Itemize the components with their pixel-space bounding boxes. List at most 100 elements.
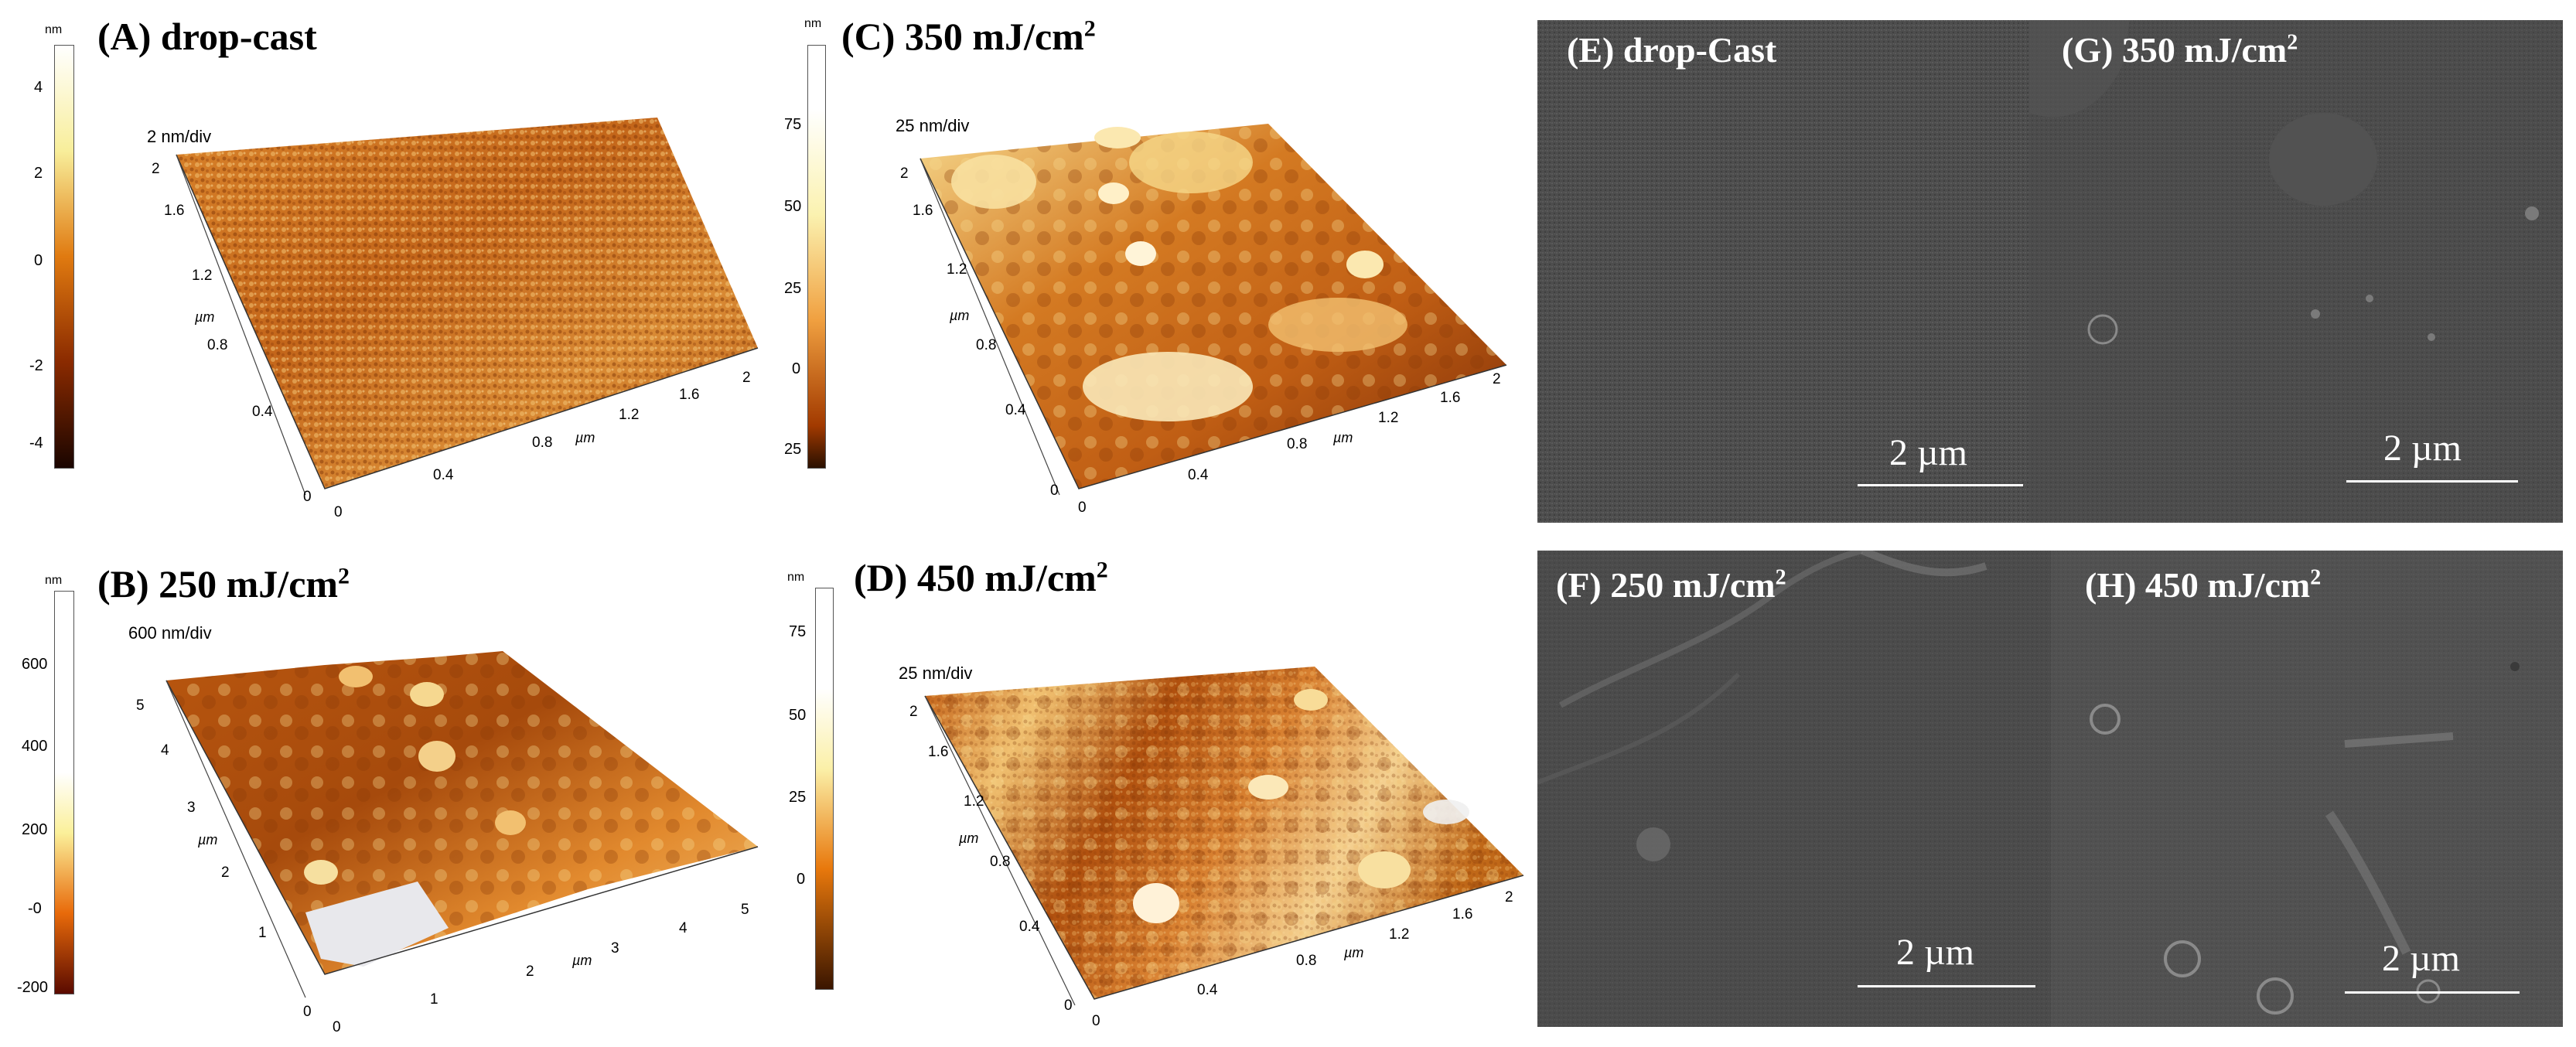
colorbar-tick: 75 — [789, 623, 807, 640]
z-scale-label: 25 nm/div — [896, 116, 970, 135]
y-axis-unit: µm — [959, 830, 979, 846]
x-tick: 0 — [1092, 1013, 1100, 1029]
colorbar — [815, 588, 834, 990]
y-tick: 1.2 — [964, 793, 984, 810]
y-tick: 0.8 — [976, 337, 997, 353]
x-tick: 1.6 — [1452, 906, 1473, 923]
colorbar-unit: nm — [45, 23, 63, 36]
x-tick: 5 — [741, 902, 749, 918]
colorbar-unit: nm — [804, 17, 822, 30]
y-tick: 4 — [161, 742, 169, 759]
scale-bar — [1858, 484, 2023, 486]
colorbar-tick: 25 — [784, 441, 802, 458]
y-tick: 1.6 — [913, 203, 933, 219]
x-tick: 2 — [1493, 371, 1501, 387]
x-tick: 1.6 — [679, 387, 700, 403]
panel-label: (B) 250 mJ/cm2 — [97, 562, 350, 605]
x-tick: 0.4 — [433, 467, 454, 483]
colorbar-tick: -0 — [28, 900, 42, 917]
panel-label: (D) 450 mJ/cm2 — [854, 556, 1108, 599]
x-axis-unit: µm — [1333, 430, 1353, 445]
y-tick: 1 — [258, 925, 267, 941]
x-tick: 1.2 — [1378, 410, 1399, 426]
colorbar-tick: 0 — [797, 871, 806, 888]
x-tick: 0.8 — [532, 435, 553, 451]
scale-bar — [2346, 480, 2518, 483]
y-tick: 0 — [303, 1004, 312, 1020]
sem-panel-g: (G) 350 mJ/cm2 2 µm — [2029, 20, 2563, 523]
x-tick: 0 — [334, 504, 343, 520]
y-tick: 1.2 — [192, 268, 213, 284]
y-tick: 0 — [303, 489, 312, 505]
panel-label: (A) drop-cast — [97, 15, 317, 58]
colorbar — [54, 45, 74, 469]
z-scale-label: 600 nm/div — [128, 623, 212, 643]
z-scale-label: 25 nm/div — [899, 663, 973, 683]
z-scale-label: 2 nm/div — [147, 127, 212, 146]
colorbar-tick: -4 — [29, 435, 43, 452]
panel-label: (H) 450 mJ/cm2 — [2085, 565, 2322, 605]
y-tick: 1.6 — [164, 203, 185, 219]
colorbar-tick: 75 — [784, 116, 802, 133]
y-tick: 5 — [136, 697, 145, 714]
x-tick: 0.8 — [1287, 436, 1308, 452]
colorbar-unit: nm — [787, 571, 805, 584]
colorbar-tick: 50 — [784, 198, 802, 215]
colorbar-tick: 400 — [22, 738, 48, 755]
y-tick: 3 — [187, 800, 196, 816]
colorbar-tick: 600 — [22, 656, 48, 673]
y-tick: 2 — [900, 165, 909, 182]
panel-label: (F) 250 mJ/cm2 — [1556, 565, 1786, 605]
x-axis-unit: µm — [575, 430, 595, 445]
scale-bar-label: 2 µm — [2383, 428, 2462, 469]
x-tick: 2 — [1505, 889, 1513, 905]
y-axis-unit: µm — [198, 832, 218, 847]
y-tick: 0.4 — [252, 404, 273, 420]
x-tick: 1.2 — [619, 407, 640, 423]
x-tick: 0.8 — [1296, 953, 1317, 969]
x-tick: 1.2 — [1389, 926, 1410, 943]
scale-bar — [1858, 985, 2035, 987]
colorbar-unit: nm — [45, 574, 63, 587]
y-axis-unit: µm — [195, 309, 215, 325]
y-tick: 0.8 — [990, 854, 1011, 870]
colorbar-tick: 2 — [34, 165, 43, 182]
panel-label: (E) drop-Cast — [1567, 30, 1777, 70]
y-tick: 2 — [221, 865, 230, 881]
x-axis-unit: µm — [572, 953, 592, 968]
afm-surface-d — [924, 667, 1524, 1006]
colorbar-tick: 25 — [784, 280, 802, 297]
panel-label: (G) 350 mJ/cm2 — [2062, 30, 2298, 70]
x-tick: 1 — [430, 991, 438, 1008]
scale-bar — [2345, 991, 2520, 994]
sem-panel-e: (E) drop-Cast 2 µm — [1537, 20, 2029, 523]
scale-bar-label: 2 µm — [1896, 932, 1974, 973]
x-tick: 4 — [679, 920, 688, 936]
y-tick: 2 — [909, 704, 918, 720]
colorbar-tick: 50 — [789, 707, 807, 724]
scale-bar-label: 2 µm — [2382, 938, 2460, 979]
x-tick: 1.6 — [1440, 390, 1461, 406]
y-tick: 1.2 — [947, 261, 967, 278]
colorbar — [54, 591, 74, 994]
x-tick: 2 — [526, 963, 534, 980]
x-tick: 3 — [611, 940, 619, 957]
afm-surface-c — [920, 124, 1507, 496]
colorbar-tick: 0 — [792, 360, 801, 377]
colorbar-tick: 0 — [34, 252, 43, 269]
panel-label: (C) 350 mJ/cm2 — [841, 15, 1096, 58]
afm-surface-b — [165, 651, 759, 998]
x-axis-unit: µm — [1344, 945, 1364, 960]
colorbar-tick: 4 — [34, 79, 43, 96]
y-tick: 0 — [1064, 998, 1073, 1014]
y-tick: 0.4 — [1019, 919, 1040, 935]
scale-bar-label: 2 µm — [1889, 432, 1967, 473]
colorbar — [807, 45, 826, 469]
afm-surface-a — [176, 118, 759, 496]
y-tick: 1.6 — [928, 744, 949, 760]
colorbar-tick: -200 — [17, 979, 49, 996]
x-tick: 2 — [742, 370, 751, 386]
colorbar-tick: -2 — [29, 357, 43, 374]
colorbar-tick: 25 — [789, 789, 807, 806]
x-tick: 0 — [333, 1019, 341, 1035]
